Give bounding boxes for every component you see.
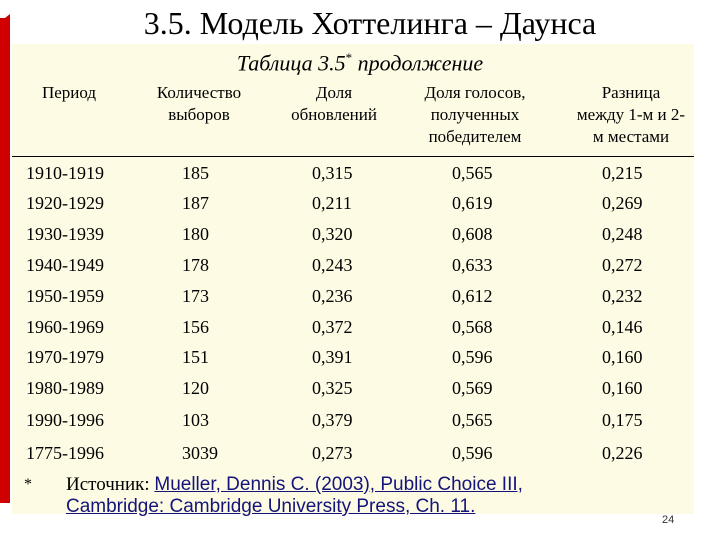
cell-updates: 0,315	[312, 163, 353, 183]
cell-winner-share: 0,565	[452, 163, 493, 183]
page-number: 24	[662, 514, 675, 526]
header-line: выборов	[168, 105, 230, 124]
cell-margin: 0,248	[602, 224, 643, 244]
cell-elections: 3039	[182, 443, 218, 463]
cell-winner-share: 0,612	[452, 286, 493, 306]
cell-updates: 0,372	[312, 317, 353, 337]
cell-elections: 178	[182, 255, 209, 275]
table-caption-mark: *	[345, 50, 353, 65]
source-label: Источник:	[66, 474, 155, 495]
cell-winner-share: 0,596	[452, 443, 493, 463]
cell-period: 1970-1979	[26, 347, 104, 367]
cell-margin: 0,269	[602, 193, 643, 213]
table-row: 1970-1979 151 0,391 0,596 0,160	[0, 344, 720, 370]
cell-elections: 173	[182, 286, 209, 306]
source-citation: Источник: Mueller, Dennis C. (2003), Pub…	[66, 474, 686, 518]
cell-elections: 180	[182, 224, 209, 244]
cell-elections: 120	[182, 378, 209, 398]
table-row: 1910-1919 185 0,315 0,565 0,215	[0, 160, 720, 186]
cell-period: 1960-1969	[26, 317, 104, 337]
cell-updates: 0,243	[312, 255, 353, 275]
cell-margin: 0,146	[602, 317, 643, 337]
header-line: Количество	[156, 83, 242, 102]
cell-margin: 0,232	[602, 286, 643, 306]
header-margin: Разница между 1-м и 2- м местами	[556, 82, 706, 148]
cell-margin: 0,160	[602, 347, 643, 367]
source-link-line2[interactable]: Cambridge: Cambridge University Press, C…	[66, 496, 476, 517]
source-link-line1[interactable]: Mueller, Dennis C. (2003), Public Choice…	[154, 474, 523, 495]
cell-elections: 187	[182, 193, 209, 213]
cell-winner-share: 0,619	[452, 193, 493, 213]
cell-elections: 156	[182, 317, 209, 337]
table-row: 1990-1996 103 0,379 0,565 0,175	[0, 407, 720, 433]
cell-margin: 0,272	[602, 255, 643, 275]
cell-elections: 185	[182, 163, 209, 183]
table-caption-rest: продолжение	[352, 50, 484, 76]
header-line: Период	[41, 83, 97, 102]
cell-elections: 151	[182, 347, 209, 367]
header-line: Разница	[601, 83, 661, 102]
cell-updates: 0,320	[312, 224, 353, 244]
cell-winner-share: 0,633	[452, 255, 493, 275]
cell-margin: 0,175	[602, 410, 643, 430]
header-period: Период	[26, 82, 112, 104]
cell-period: 1930-1939	[26, 224, 104, 244]
cell-margin: 0,226	[602, 443, 643, 463]
content-panel	[12, 44, 694, 514]
cell-margin: 0,160	[602, 378, 643, 398]
cell-updates: 0,211	[312, 193, 352, 213]
table-row: 1775-1996 3039 0,273 0,596 0,226	[0, 440, 720, 466]
cell-period: 1950-1959	[26, 286, 104, 306]
header-updates: Доля обновлений	[274, 82, 394, 126]
table-row: 1940-1949 178 0,243 0,633 0,272	[0, 252, 720, 278]
table-caption-text: Таблица 3.5	[236, 50, 346, 76]
cell-winner-share: 0,569	[452, 378, 493, 398]
table-row: 1950-1959 173 0,236 0,612 0,232	[0, 283, 720, 309]
table-row: 1960-1969 156 0,372 0,568 0,146	[0, 314, 720, 340]
footnote-mark: *	[24, 476, 32, 493]
cell-updates: 0,236	[312, 286, 353, 306]
header-winner-share: Доля голосов, полученных победителем	[400, 82, 550, 148]
table-row: 1980-1989 120 0,325 0,569 0,160	[0, 375, 720, 401]
cell-winner-share: 0,568	[452, 317, 493, 337]
cell-elections: 103	[182, 410, 209, 430]
header-line: обновлений	[291, 105, 377, 124]
slide-title: 3.5. Модель Хоттелинга – Даунса	[143, 5, 597, 41]
table-row: 1930-1939 180 0,320 0,608 0,248	[0, 221, 720, 247]
cell-updates: 0,325	[312, 378, 353, 398]
cell-updates: 0,391	[312, 347, 353, 367]
header-divider	[12, 156, 694, 157]
cell-winner-share: 0,596	[452, 347, 493, 367]
cell-winner-share: 0,565	[452, 410, 493, 430]
header-line: м местами	[592, 127, 670, 146]
header-line: Доля	[315, 83, 353, 102]
cell-updates: 0,379	[312, 410, 353, 430]
cell-winner-share: 0,608	[452, 224, 493, 244]
cell-period: 1990-1996	[26, 410, 104, 430]
table-caption: Таблица 3.5* продолжение	[0, 44, 720, 77]
table-row: 1920-1929 187 0,211 0,619 0,269	[0, 190, 720, 216]
header-line: между 1-м и 2-	[576, 105, 686, 124]
cell-period: 1940-1949	[26, 255, 104, 275]
cell-period: 1910-1919	[26, 163, 104, 183]
cell-margin: 0,215	[602, 163, 643, 183]
accent-bar	[0, 18, 10, 503]
header-line: победителем	[428, 127, 522, 146]
cell-period: 1980-1989	[26, 378, 104, 398]
header-line: Доля голосов,	[424, 83, 526, 102]
header-elections: Количество выборов	[138, 82, 260, 126]
cell-period: 1775-1996	[26, 443, 104, 463]
cell-period: 1920-1929	[26, 193, 104, 213]
cell-updates: 0,273	[312, 443, 353, 463]
header-line: полученных	[430, 105, 520, 124]
